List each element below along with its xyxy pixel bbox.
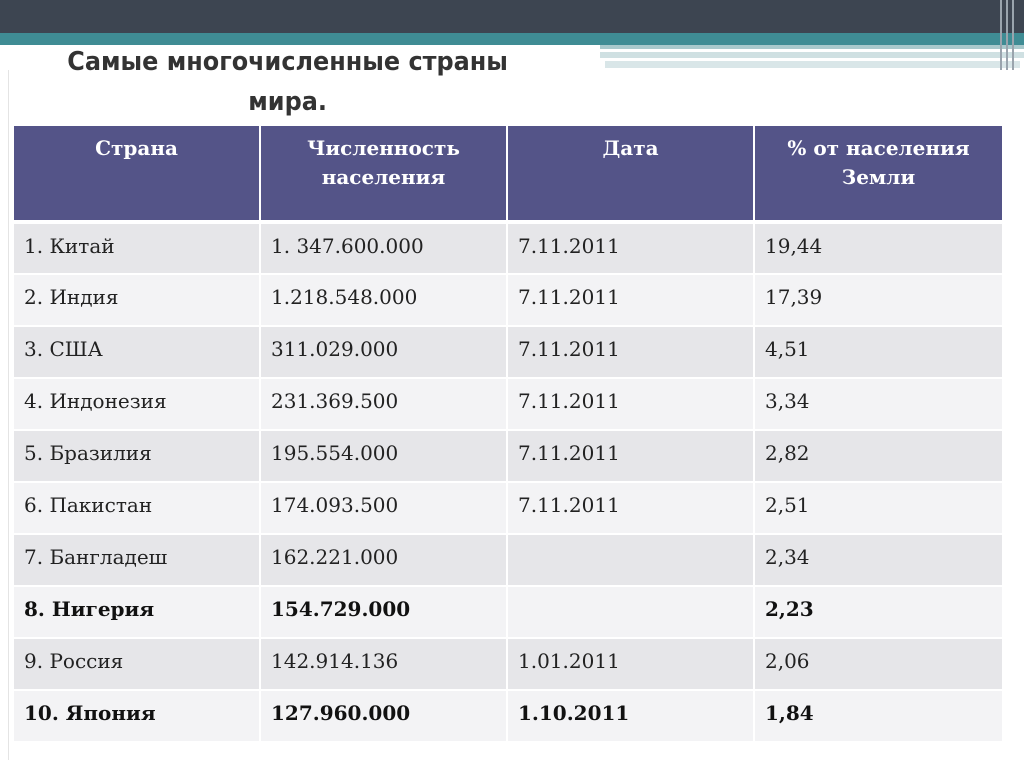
header-country: Страна — [14, 126, 261, 224]
cell-date: 7.11.2011 — [507, 222, 755, 275]
table-row: 3. США 311.029.000 7.11.2011 4,51 — [14, 326, 1002, 379]
header-date: Дата — [507, 126, 755, 224]
table-row: 8. Нигерия 154.729.000 2,23 — [14, 586, 1002, 639]
cell-date: 7.11.2011 — [507, 378, 755, 431]
cell-percent: 2,82 — [754, 430, 1002, 483]
cell-country: 9. Россия — [14, 638, 261, 691]
cell-percent: 4,51 — [754, 326, 1002, 379]
cell-population: 174.093.500 — [260, 482, 508, 535]
left-divider — [8, 70, 9, 760]
accent-stripe — [600, 45, 1024, 49]
top-decor-bar — [0, 0, 1024, 33]
cell-country: 3. США — [14, 326, 261, 379]
cell-country: 1. Китай — [14, 222, 261, 275]
cell-percent: 17,39 — [754, 274, 1002, 327]
cell-population: 1. 347.600.000 — [260, 222, 508, 275]
slide-title: Самые многочисленные страны мира. — [30, 42, 545, 122]
cell-percent: 2,34 — [754, 534, 1002, 587]
cell-percent: 1,84 — [754, 690, 1002, 743]
table-row: 6. Пакистан 174.093.500 7.11.2011 2,51 — [14, 482, 1002, 535]
cell-date: 7.11.2011 — [507, 326, 755, 379]
cell-population: 142.914.136 — [260, 638, 508, 691]
cell-percent: 19,44 — [754, 222, 1002, 275]
cell-population: 127.960.000 — [260, 690, 508, 743]
cell-population: 231.369.500 — [260, 378, 508, 431]
cell-percent: 2,06 — [754, 638, 1002, 691]
cell-country: 10. Япония — [14, 690, 261, 743]
table-row: 2. Индия 1.218.548.000 7.11.2011 17,39 — [14, 274, 1002, 327]
cell-population: 154.729.000 — [260, 586, 508, 639]
cell-date: 1.01.2011 — [507, 638, 755, 691]
table-header-row: Страна Численность населения Дата % от н… — [14, 126, 1002, 224]
cell-date — [507, 534, 755, 587]
teal-accent-bar — [0, 33, 1024, 45]
cell-population: 162.221.000 — [260, 534, 508, 587]
cell-date: 1.10.2011 — [507, 690, 755, 743]
cell-country: 2. Индия — [14, 274, 261, 327]
slide-title-line2: мира. — [248, 87, 327, 117]
cell-percent: 2,51 — [754, 482, 1002, 535]
header-population: Численность населения — [260, 126, 508, 224]
cell-country: 7. Бангладеш — [14, 534, 261, 587]
accent-stripe — [605, 61, 1020, 68]
population-table: Страна Численность населения Дата % от н… — [14, 126, 1002, 743]
slide-title-line1: Самые многочисленные страны — [67, 47, 508, 77]
cell-date: 7.11.2011 — [507, 274, 755, 327]
edge-decor — [998, 0, 1016, 70]
cell-country: 4. Индонезия — [14, 378, 261, 431]
cell-population: 195.554.000 — [260, 430, 508, 483]
table-row: 5. Бразилия 195.554.000 7.11.2011 2,82 — [14, 430, 1002, 483]
table-row: 10. Япония 127.960.000 1.10.2011 1,84 — [14, 690, 1002, 743]
cell-population: 311.029.000 — [260, 326, 508, 379]
cell-population: 1.218.548.000 — [260, 274, 508, 327]
cell-country: 5. Бразилия — [14, 430, 261, 483]
cell-country: 8. Нигерия — [14, 586, 261, 639]
cell-percent: 2,23 — [754, 586, 1002, 639]
cell-percent: 3,34 — [754, 378, 1002, 431]
cell-date: 7.11.2011 — [507, 430, 755, 483]
cell-country: 6. Пакистан — [14, 482, 261, 535]
table-row: 7. Бангладеш 162.221.000 2,34 — [14, 534, 1002, 587]
cell-date: 7.11.2011 — [507, 482, 755, 535]
table-row: 1. Китай 1. 347.600.000 7.11.2011 19,44 — [14, 222, 1002, 275]
table-row: 9. Россия 142.914.136 1.01.2011 2,06 — [14, 638, 1002, 691]
table-row: 4. Индонезия 231.369.500 7.11.2011 3,34 — [14, 378, 1002, 431]
cell-date — [507, 586, 755, 639]
header-percent: % от населения Земли — [754, 126, 1002, 224]
accent-stripe — [600, 52, 1024, 58]
